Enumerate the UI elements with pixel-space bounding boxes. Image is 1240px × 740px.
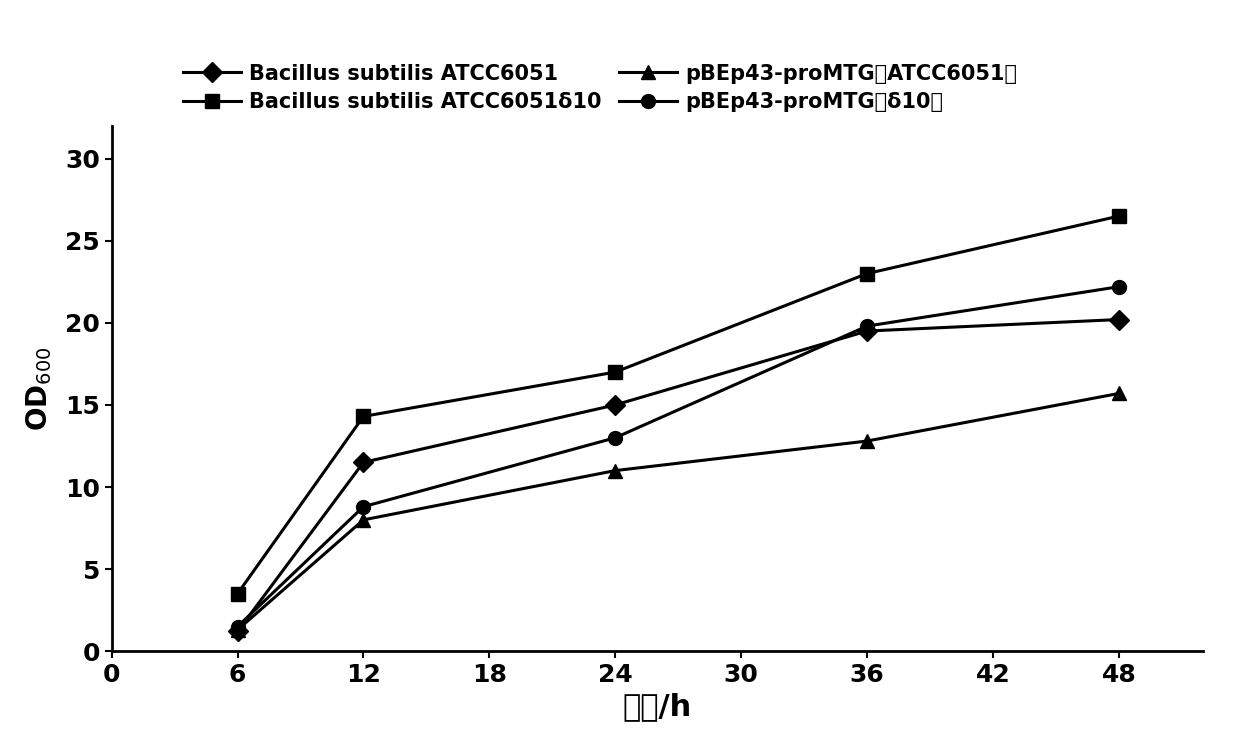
pBEp43-proMTG（δ10）	[859, 322, 874, 331]
Bacillus subtilis ATCC6051	[608, 400, 622, 409]
Bacillus subtilis ATCC6051δ10	[1111, 212, 1126, 221]
pBEp43-proMTG（ATCC6051）	[231, 625, 246, 634]
pBEp43-proMTG（ATCC6051）	[356, 515, 371, 524]
Bacillus subtilis ATCC6051δ10	[859, 269, 874, 278]
pBEp43-proMTG（ATCC6051）	[1111, 389, 1126, 398]
pBEp43-proMTG（δ10）	[231, 622, 246, 631]
pBEp43-proMTG（δ10）	[1111, 282, 1126, 291]
Bacillus subtilis ATCC6051δ10	[356, 412, 371, 421]
pBEp43-proMTG（δ10）	[608, 434, 622, 443]
Bacillus subtilis ATCC6051	[356, 458, 371, 467]
Line: Bacillus subtilis ATCC6051δ10: Bacillus subtilis ATCC6051δ10	[231, 209, 1126, 601]
Bacillus subtilis ATCC6051	[859, 326, 874, 335]
Bacillus subtilis ATCC6051	[1111, 315, 1126, 324]
pBEp43-proMTG（ATCC6051）	[608, 466, 622, 475]
Legend: Bacillus subtilis ATCC6051, Bacillus subtilis ATCC6051δ10, pBEp43-proMTG（ATCC605: Bacillus subtilis ATCC6051, Bacillus sub…	[176, 58, 1023, 118]
X-axis label: 时间/h: 时间/h	[622, 693, 692, 721]
pBEp43-proMTG（ATCC6051）	[859, 437, 874, 445]
Bacillus subtilis ATCC6051δ10	[231, 589, 246, 598]
Y-axis label: OD$_{600}$: OD$_{600}$	[24, 346, 53, 431]
Bacillus subtilis ATCC6051δ10	[608, 368, 622, 377]
Bacillus subtilis ATCC6051	[231, 627, 246, 636]
Line: pBEp43-proMTG（δ10）: pBEp43-proMTG（δ10）	[231, 280, 1126, 633]
pBEp43-proMTG（δ10）	[356, 502, 371, 511]
Line: pBEp43-proMTG（ATCC6051）: pBEp43-proMTG（ATCC6051）	[231, 386, 1126, 637]
Line: Bacillus subtilis ATCC6051: Bacillus subtilis ATCC6051	[231, 312, 1126, 639]
